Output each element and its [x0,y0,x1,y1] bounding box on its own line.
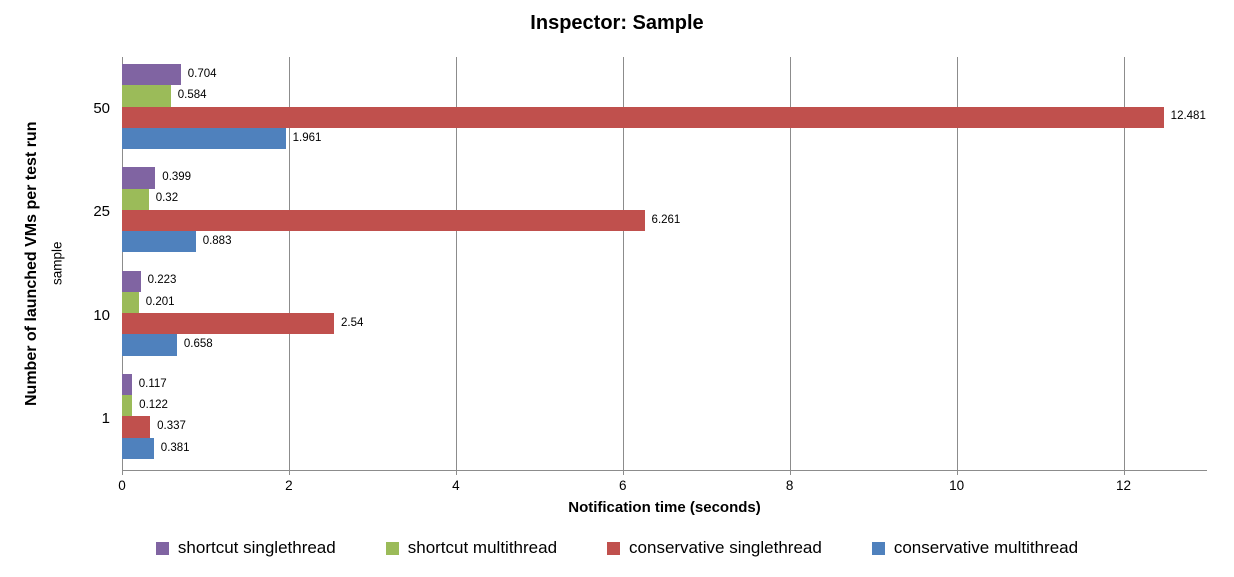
gridline [455,57,457,470]
bar-row: 0.704 [122,64,1207,86]
legend-item-shortcut-multithread: shortcut multithread [385,538,558,558]
x-tick-label: 4 [452,478,460,493]
bar-conservative-multithread [122,334,177,356]
bar-shortcut-singlethread [122,373,132,396]
legend-item-shortcut-singlethread: shortcut singlethread [155,538,336,558]
bar-conservative-singlethread [122,106,1164,128]
bar-value-label: 0.399 [162,171,192,184]
gridline [622,57,624,470]
bar-value-label: 0.584 [177,89,207,102]
x-tick-label: 2 [285,478,293,493]
legend-item-conservative-multithread: conservative multithread [871,538,1079,558]
gridline [956,57,958,470]
category-group-1: 0.117 0.122 0.337 0.381 [122,367,1207,470]
bar-shortcut-singlethread [122,64,181,86]
bars-layer: 0.704 0.584 12.481 1.961 0.399 0.32 6.261 0.883… [122,57,1207,470]
gridline [288,57,290,470]
legend-label: conservative singlethread [629,538,822,557]
x-axis-labels: 0 2 4 6 8 10 12 [118,470,1207,493]
bar-conservative-singlethread [122,416,151,438]
bar-row: 0.381 [122,437,1207,459]
x-tick-mark [455,470,457,475]
legend-label: conservative multithread [893,538,1079,557]
legend-swatch-icon [385,541,399,555]
category-group-25: 0.399 0.32 6.261 0.883 [122,160,1207,263]
bar-value-label: 12.481 [1170,110,1206,123]
legend-swatch-icon [155,541,169,555]
x-tick-mark [1123,470,1125,475]
x-tick-label: 8 [785,478,794,493]
bar-row: 0.584 [122,85,1207,107]
category-label-10: 10 [93,306,110,324]
bar-conservative-singlethread [122,313,334,335]
category-label-50: 50 [93,100,110,118]
bar-row: 0.201 [122,291,1207,314]
bar-conservative-multithread [122,127,286,150]
bar-value-label: 0.122 [139,398,168,411]
legend-swatch-icon [607,541,621,555]
bar-value-label: 2.54 [340,316,364,329]
bar-value-label: 1.961 [292,131,322,144]
x-tick-mark [288,470,290,475]
bar-value-label: 0.201 [145,295,175,308]
bar-value-label: 0.883 [202,235,232,248]
bar-value-label: 0.117 [138,377,167,390]
legend-item-conservative-singlethread: conservative singlethread [607,538,822,558]
bar-row: 0.658 [122,334,1207,356]
x-axis-title: Notification time (seconds) [568,499,761,516]
chart-title: Inspector: Sample [530,12,704,34]
category-group-50: 0.704 0.584 12.481 1.961 [122,57,1207,160]
x-tick-mark [789,470,791,475]
x-tick-mark [622,470,624,475]
x-tick-label: 6 [619,478,627,493]
x-tick-label: 12 [1116,478,1132,493]
bar-row: 12.481 [122,106,1207,128]
bar-shortcut-multithread [122,291,139,314]
y-axis-line [122,57,123,470]
bar-shortcut-singlethread [122,167,156,189]
bar-conservative-multithread [122,231,196,253]
bar-row: 1.961 [122,127,1207,150]
bar-row: 0.399 [122,167,1207,189]
legend: shortcut singlethread shortcut multithrea… [0,538,1234,558]
bar-shortcut-singlethread [122,270,141,292]
bar-value-label: 0.658 [183,338,213,351]
x-tick-mark [122,470,123,475]
bar-value-label: 6.261 [651,213,681,226]
x-tick-label: 0 [118,478,126,493]
x-tick-label: 10 [949,478,965,493]
bar-row: 0.223 [122,270,1207,292]
plot-area: 0.704 0.584 12.481 1.961 0.399 0.32 6.261 0.883… [122,57,1207,471]
bar-row: 0.32 [122,188,1207,210]
category-axis-labels: 50 25 10 1 [0,57,110,470]
bar-row: 2.54 [122,313,1207,335]
bar-value-label: 0.381 [160,441,190,454]
bar-value-label: 0.704 [187,67,217,80]
gridline [1123,57,1125,470]
bar-row: 0.337 [122,416,1207,438]
bar-conservative-singlethread [122,209,645,232]
category-label-1: 1 [101,409,110,427]
legend-swatch-icon [871,541,885,555]
category-group-10: 0.223 0.201 2.54 0.658 [122,264,1207,367]
bar-shortcut-multithread [122,395,133,417]
bar-row: 0.122 [122,395,1207,417]
legend-label: shortcut singlethread [177,538,336,557]
bar-shortcut-multithread [122,188,149,210]
bar-row: 6.261 [122,209,1207,232]
bar-row: 0.883 [122,231,1207,253]
bar-value-label: 0.32 [155,192,179,205]
bar-conservative-multithread [122,437,154,459]
gridline [789,57,791,470]
category-label-25: 25 [93,203,110,221]
legend-label: shortcut multithread [407,538,558,557]
bar-value-label: 0.337 [157,420,186,433]
bar-row: 0.117 [122,373,1207,396]
bar-shortcut-multithread [122,85,171,107]
bar-value-label: 0.223 [147,274,177,287]
x-tick-mark [956,470,958,475]
